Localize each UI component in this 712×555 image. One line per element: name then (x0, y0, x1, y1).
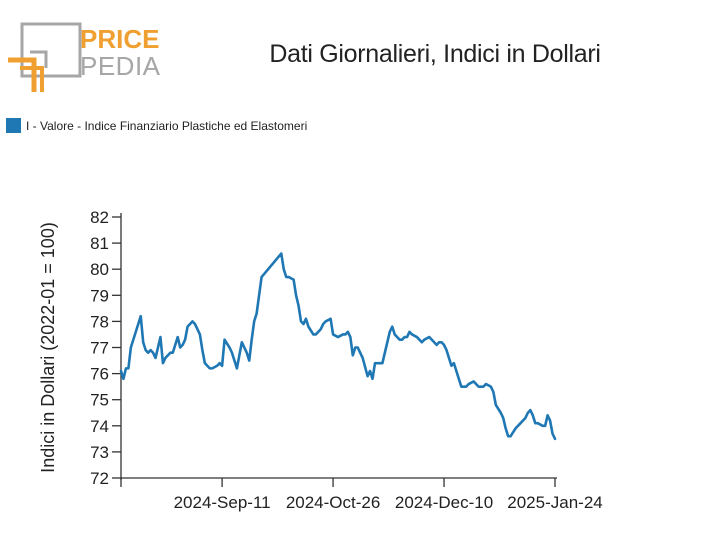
y-tick-label-82: 82 (90, 208, 109, 227)
y-axis: 72 73 74 75 76 77 78 79 80 81 82 (90, 208, 122, 488)
x-tick-label-4: 2025-Jan-24 (507, 493, 602, 512)
legend: I - Valore - Indice Finanziario Plastich… (6, 118, 307, 133)
x-tick-label-2: 2024-Oct-26 (286, 493, 381, 512)
logo-frame (20, 22, 82, 78)
chart-title: Dati Giornalieri, Indici in Dollari (269, 40, 601, 68)
series-group (119, 252, 557, 441)
logo-bracket-gray (30, 50, 48, 68)
y-tick-label-72: 72 (90, 469, 109, 488)
y-tick-label-78: 78 (90, 312, 109, 331)
y-axis-label: Indici in Dollari (2022-01 = 100) (38, 222, 58, 473)
series-line-0 (119, 252, 557, 441)
logo-bracket-inner (20, 66, 44, 92)
y-tick-label-73: 73 (90, 443, 109, 462)
logo-text-pedia: PEDIA (80, 51, 161, 81)
y-tick-label-75: 75 (90, 391, 109, 410)
pricepedia-logo: PRICE PEDIA (8, 22, 161, 92)
x-tick-label-3: 2024-Dec-10 (395, 493, 493, 512)
y-tick-label-79: 79 (90, 286, 109, 305)
logo-text-price: PRICE (80, 24, 159, 54)
y-tick-label-81: 81 (90, 234, 109, 253)
y-tick-label-77: 77 (90, 339, 109, 358)
logo-bracket-outer (8, 57, 37, 92)
y-tick-label-76: 76 (90, 365, 109, 384)
legend-label: I - Valore - Indice Finanziario Plastich… (26, 118, 308, 133)
x-axis: 2024-Sep-11 2024-Oct-26 2024-Dec-10 2025-Ja… (120, 477, 603, 512)
x-tick-label-1: 2024-Sep-11 (174, 493, 271, 512)
y-tick-label-80: 80 (90, 260, 109, 279)
legend-swatch (6, 118, 21, 133)
y-tick-label-74: 74 (90, 417, 109, 436)
